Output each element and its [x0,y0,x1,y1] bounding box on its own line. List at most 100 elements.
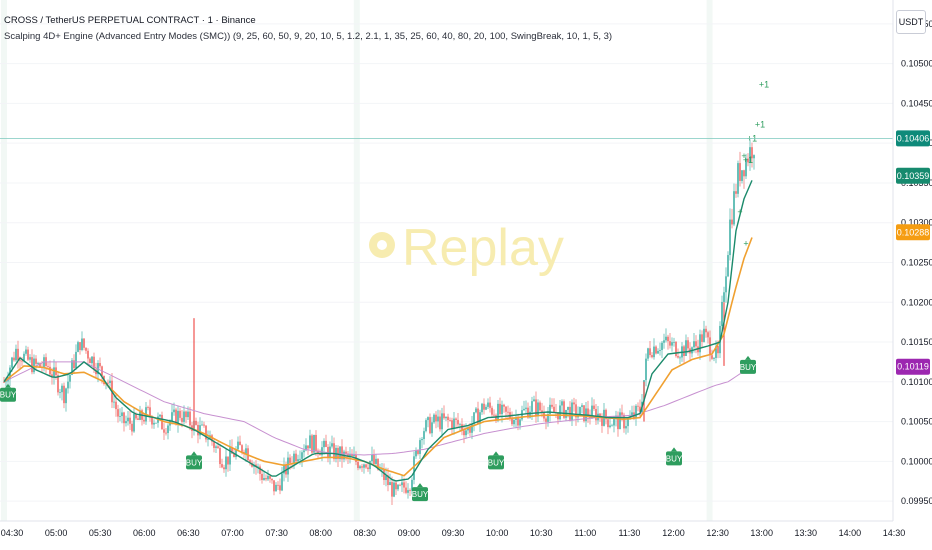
candle-body [347,453,349,457]
candles [3,139,755,506]
candle-body [529,411,531,418]
candle-body [339,446,341,460]
candle-body [89,358,91,364]
x-tick-label: 11:00 [574,528,596,538]
candle-body [563,401,565,418]
candle-body [415,450,417,457]
candle-body [201,424,203,426]
candle-body [619,412,621,430]
profit-mark: + [737,207,742,217]
candle-body [33,358,35,373]
candle-body [295,453,297,462]
candle-body [319,453,321,456]
candle-body [223,467,225,470]
candle-body [371,454,373,462]
candle-body [549,404,551,415]
candle-body [37,362,39,364]
candle-body [661,342,663,351]
x-tick-label: 12:30 [706,528,729,538]
candle-body [365,464,367,468]
candle-body [411,479,413,491]
candle-body [459,424,461,426]
candle-body [457,419,459,425]
candle-body [675,341,677,357]
candle-body [741,170,743,181]
candle-body [137,418,139,420]
candle-body [503,404,505,407]
candle-body [221,464,223,468]
candle-body [487,402,489,407]
x-tick-label: 11:30 [618,528,640,538]
candle-body [297,459,299,462]
candle-body [149,407,151,417]
x-tick-label: 10:30 [530,528,553,538]
candle-body [437,416,439,422]
candle-body [51,374,53,378]
candle-body [71,360,73,375]
candle-body [495,415,497,421]
candle-body [491,407,493,415]
buy-badge [740,359,756,374]
candle-body [315,434,317,451]
candle-body [507,411,509,413]
candle-body [239,441,241,446]
candle-body [11,357,13,368]
y-tick-label: 0.10100 [901,377,932,387]
candle-body [127,417,129,422]
candle-body [147,407,149,408]
price-label-text: 0.10119 [897,362,929,372]
candle-body [69,374,71,382]
candle-body [299,458,301,460]
candle-body [61,385,63,393]
candle-body [357,461,359,469]
candle-body [15,348,17,361]
candle-body [471,424,473,433]
candle-body [525,407,527,409]
candle-body [91,356,93,364]
candle-body [235,449,237,458]
candle-body [467,427,469,431]
candle-body [571,402,573,420]
candle-body [513,419,515,425]
price-axis[interactable]: 0.105500.105000.104500.104000.103500.103… [901,19,932,506]
candle-body [743,170,745,177]
candle-body [153,422,155,425]
candle-body [67,381,69,389]
candle-body [225,456,227,470]
candle-body [499,403,501,415]
candle-body [29,357,31,360]
candle-body [733,191,735,225]
candle-body [707,332,709,338]
candle-body [289,457,291,463]
candle-body [747,158,749,163]
x-tick-label: 08:30 [354,528,377,538]
currency-button[interactable]: USDT [896,10,926,34]
candle-body [345,451,347,454]
candle-body [451,420,453,429]
time-axis[interactable]: 04:30 05:00 05:30 06:00 06:30 07:00 07:30 08:00… [1,528,906,538]
candle-body [727,255,729,277]
candle-body [163,429,165,433]
x-tick-label: 05:30 [89,528,112,538]
candle-body [17,348,19,361]
candle-body [403,482,405,488]
candle-body [281,473,283,491]
candle-body [217,446,219,449]
candle-body [621,412,623,415]
candle-body [321,447,323,456]
candle-body [425,420,427,432]
candle-body [171,412,173,422]
candle-body [465,430,467,436]
candle-body [473,412,475,425]
x-tick-label: 06:00 [133,528,156,538]
candle-body [677,356,679,358]
replay-watermark-text: Replay [402,219,564,277]
candle-body [753,155,755,159]
indicator-legend[interactable]: Scalping 4D+ Engine (Advanced Entry Mode… [4,31,613,42]
candle-body [27,349,29,360]
candle-body [261,473,263,480]
candle-body [77,342,79,352]
candle-body [375,458,377,464]
candle-body [531,401,533,412]
